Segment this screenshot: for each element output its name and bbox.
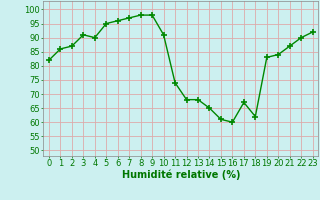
X-axis label: Humidité relative (%): Humidité relative (%) [122,170,240,180]
